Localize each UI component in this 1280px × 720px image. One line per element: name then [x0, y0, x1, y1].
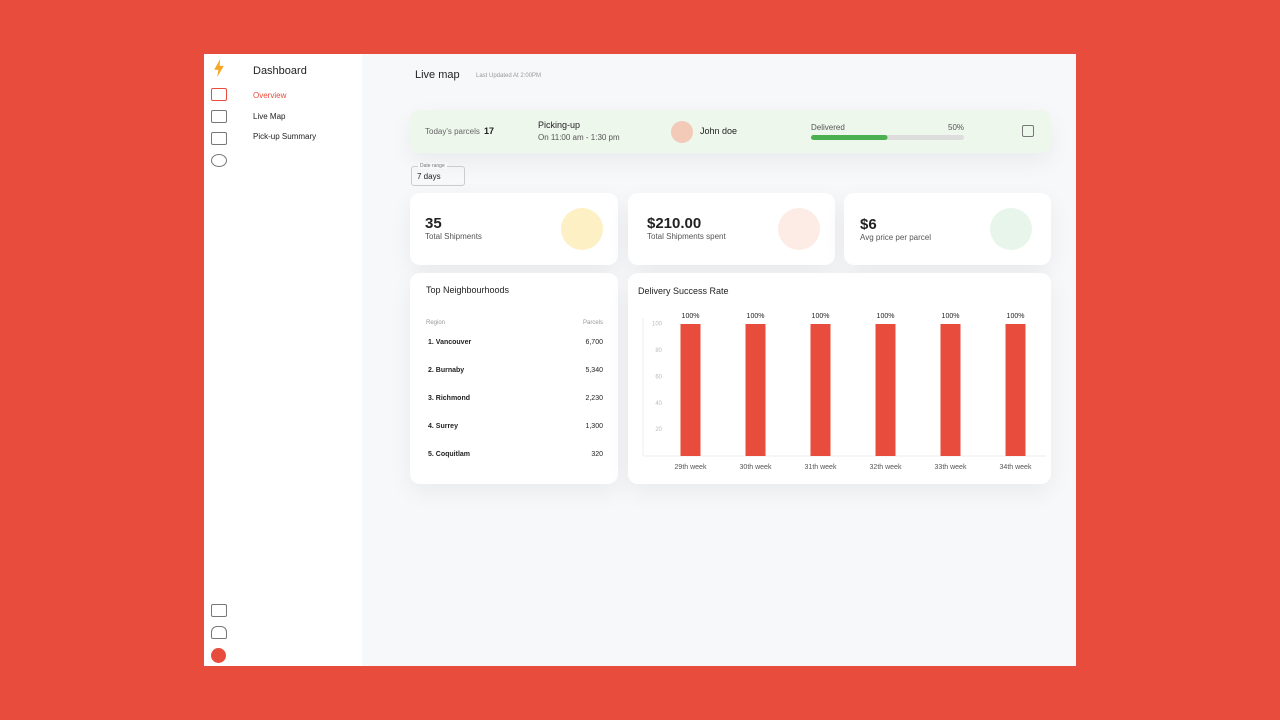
sidebar: Dashboard Overview Live Map Pick-up Summ… — [233, 54, 362, 666]
bar — [875, 324, 896, 456]
picking-label: Picking-up — [538, 120, 581, 130]
region-cell: 5. Coquitlam — [428, 451, 471, 458]
driver-avatar — [671, 121, 693, 143]
region-cell: 3. Richmond — [428, 395, 471, 402]
icon-rail — [204, 54, 234, 666]
value-label: 100% — [747, 313, 765, 320]
stat-card: $6 Avg price per parcel — [844, 193, 1051, 265]
value-label: 100% — [812, 313, 830, 320]
date-range-label: Date range — [418, 163, 447, 169]
stat-label: Total Shipments spent — [647, 232, 726, 241]
stat-card: 35 Total Shipments — [410, 193, 618, 265]
delivered-percent: 50% — [948, 123, 965, 132]
parcels-label: Today's parcels — [425, 127, 480, 136]
progress-fill — [811, 135, 888, 140]
page-title: Live map — [415, 69, 460, 81]
nav-item[interactable]: Live Map — [253, 112, 286, 121]
bar — [680, 324, 701, 456]
x-tick-label: 29th week — [675, 464, 707, 471]
date-range-value: 7 days — [417, 172, 441, 181]
value-label: 100% — [682, 313, 700, 320]
rocket-icon[interactable] — [211, 154, 227, 167]
chart-title: Delivery Success Rate — [638, 286, 729, 296]
delivered-label: Delivered — [811, 123, 845, 132]
x-tick-label: 31th week — [805, 464, 837, 471]
date-range[interactable]: Date range 7 days — [411, 163, 465, 186]
stat-card: $210.00 Total Shipments spent — [628, 193, 835, 265]
parcels-cell: 2,230 — [585, 395, 603, 402]
region-cell: 2. Burnaby — [428, 367, 465, 374]
x-tick-label: 32th week — [870, 464, 902, 471]
x-tick-label: 34th week — [1000, 464, 1032, 471]
sidebar-title: Dashboard — [253, 65, 307, 77]
bar — [940, 324, 961, 456]
chat-icon[interactable] — [211, 604, 227, 617]
parcels-cell: 6,700 — [585, 339, 603, 346]
stat-icon — [561, 208, 603, 250]
bell-icon[interactable] — [211, 626, 227, 639]
driver-name: John doe — [700, 126, 738, 136]
y-tick-label: 40 — [655, 401, 662, 407]
y-tick-label: 60 — [655, 374, 662, 380]
y-tick-label: 20 — [655, 427, 662, 433]
table-title: Top Neighbourhoods — [426, 285, 510, 295]
parcels-cell: 1,300 — [585, 423, 603, 430]
nav-item[interactable]: Pick-up Summary — [253, 132, 317, 141]
pickup-time: On 11:00 am - 1:30 pm — [538, 133, 620, 142]
stat-value: 35 — [425, 215, 442, 232]
parcels-cell: 5,340 — [585, 367, 603, 374]
avatar[interactable] — [211, 648, 226, 663]
open-button[interactable] — [1022, 125, 1034, 137]
bar — [1005, 324, 1026, 456]
y-tick-label: 100 — [652, 322, 663, 328]
chart-card: Delivery Success Rate 20 40 60 80 100 29th we… — [628, 273, 1051, 484]
x-tick-label: 30th week — [740, 464, 772, 471]
region-cell: 4. Surrey — [428, 423, 458, 430]
neighbourhoods-card: Top Neighbourhoods Region Parcels 1. Van… — [410, 273, 618, 484]
list-icon[interactable] — [211, 110, 227, 123]
parcels-cell: 320 — [591, 451, 603, 458]
value-label: 100% — [942, 313, 960, 320]
overview-icon[interactable] — [211, 88, 227, 101]
logo[interactable] — [214, 59, 224, 77]
stat-label: Avg price per parcel — [860, 233, 931, 242]
stat-icon — [990, 208, 1032, 250]
value-label: 100% — [877, 313, 895, 320]
x-tick-label: 33th week — [935, 464, 967, 471]
region-cell: 1. Vancouver — [428, 339, 472, 346]
value-label: 100% — [1007, 313, 1025, 320]
column-header: Region — [426, 320, 446, 326]
bar — [810, 324, 831, 456]
y-tick-label: 80 — [655, 348, 662, 354]
stat-label: Total Shipments — [425, 232, 482, 241]
column-header: Parcels — [582, 320, 603, 326]
stat-value: $6 — [860, 216, 877, 233]
progress — [811, 135, 964, 140]
stat-icon — [778, 208, 820, 250]
chart: 20 40 60 80 100 29th week 100% 30th week 100% 31t… — [642, 313, 1046, 471]
status-bar: Today's parcels 17 Picking-up On 11:00 a… — [410, 110, 1051, 153]
stat-value: $210.00 — [647, 215, 702, 232]
card-icon[interactable] — [211, 132, 227, 145]
last-updated: Last Updated At 2:00PM — [476, 73, 542, 79]
bar — [745, 324, 766, 456]
nav-item[interactable]: Overview — [253, 91, 287, 100]
parcels-count: 17 — [484, 126, 495, 136]
